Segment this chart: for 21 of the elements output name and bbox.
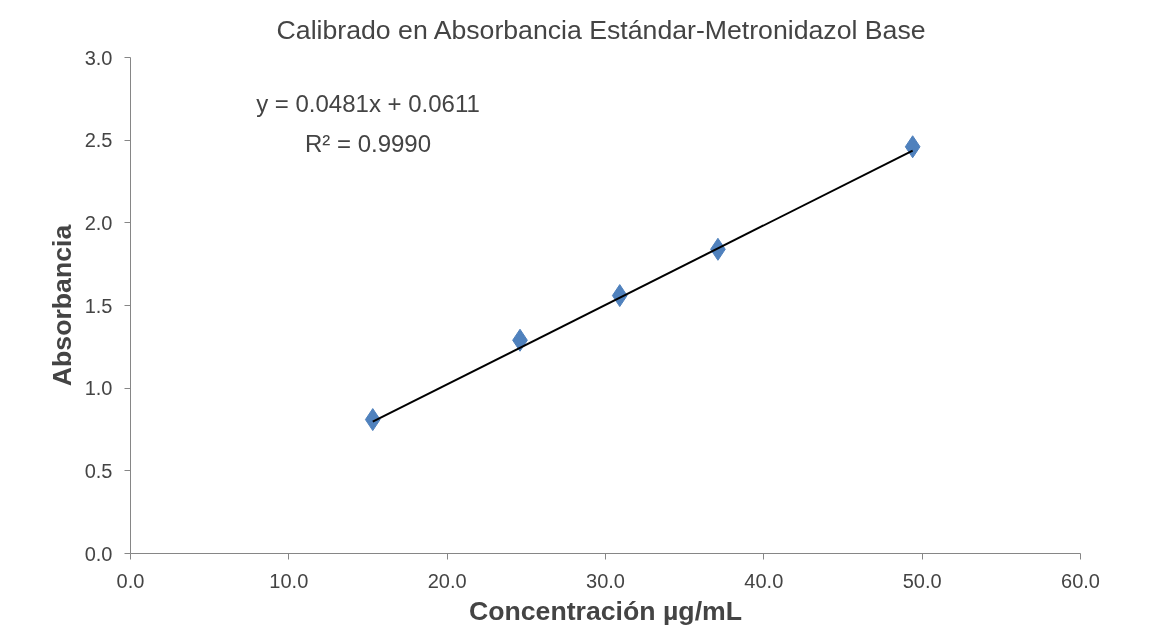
x-tick-label: 30.0 bbox=[586, 569, 625, 592]
x-tick-label: 40.0 bbox=[744, 569, 784, 592]
x-tick-label: 20.0 bbox=[427, 569, 467, 592]
y-tick-label: 2.5 bbox=[84, 129, 113, 152]
annotation: y = 0.0481x + 0.0611 bbox=[256, 90, 480, 118]
point bbox=[904, 135, 921, 159]
y-tick-label: 0.0 bbox=[84, 542, 113, 565]
x-tick-label: 50.0 bbox=[902, 569, 942, 592]
y-tick-label: 1.0 bbox=[84, 377, 113, 400]
x-tick-label: 60.0 bbox=[1061, 569, 1100, 592]
y-axis-title: Absorbancia bbox=[46, 224, 77, 387]
chart-title: Calibrado en Absorbancia Estándar-Metronidazol Base bbox=[276, 15, 926, 45]
y-tick-label: 2.0 bbox=[84, 211, 113, 234]
y-tick-label: 0.5 bbox=[84, 459, 113, 482]
x-tick-label: 0.0 bbox=[116, 569, 145, 592]
x-tick-label: 10.0 bbox=[269, 569, 309, 592]
annotation: R² = 0.9990 bbox=[304, 129, 432, 157]
y-tick-label: 1.5 bbox=[84, 294, 113, 317]
point bbox=[364, 408, 381, 432]
y-tick-label: 3.0 bbox=[84, 46, 113, 69]
x-axis-title: Concentración µg/mL bbox=[468, 595, 743, 626]
